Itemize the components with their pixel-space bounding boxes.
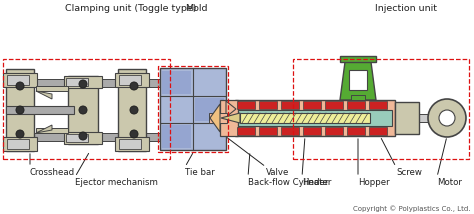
Polygon shape	[340, 62, 376, 100]
Bar	[115, 137, 149, 151]
Bar	[64, 76, 102, 88]
Bar	[240, 113, 370, 123]
Circle shape	[79, 132, 87, 140]
Bar	[351, 95, 365, 100]
Bar	[259, 101, 277, 109]
Bar	[237, 127, 255, 135]
Circle shape	[16, 82, 24, 90]
Bar	[395, 114, 447, 122]
Polygon shape	[36, 125, 52, 133]
Bar	[68, 76, 98, 144]
Bar	[64, 132, 102, 144]
Bar	[6, 69, 34, 151]
Bar	[6, 79, 168, 87]
Text: Back-flow Cylinder: Back-flow Cylinder	[248, 178, 328, 187]
Bar	[158, 66, 228, 152]
Bar	[303, 127, 321, 135]
Bar	[115, 73, 149, 87]
Bar	[325, 101, 343, 109]
Text: Ejector mechanism: Ejector mechanism	[75, 178, 158, 187]
Bar	[195, 98, 224, 121]
Bar	[340, 56, 376, 62]
Bar	[162, 125, 191, 148]
Bar	[349, 70, 367, 90]
Text: Heater: Heater	[302, 178, 331, 187]
Circle shape	[428, 99, 466, 137]
Polygon shape	[221, 113, 240, 123]
Bar	[220, 100, 238, 136]
Polygon shape	[36, 86, 68, 91]
Bar	[238, 110, 392, 126]
Bar	[259, 127, 277, 135]
Text: Motor: Motor	[437, 178, 462, 187]
Bar	[6, 133, 168, 141]
Circle shape	[130, 106, 138, 114]
Bar	[118, 69, 146, 151]
Bar	[66, 78, 88, 86]
Text: Screw: Screw	[396, 168, 422, 177]
Bar	[7, 75, 29, 85]
Text: Valve: Valve	[266, 168, 289, 177]
Polygon shape	[210, 104, 220, 132]
Circle shape	[79, 106, 87, 114]
Bar	[347, 101, 365, 109]
Bar	[160, 68, 226, 150]
Text: Tie bar: Tie bar	[185, 168, 215, 177]
Bar	[209, 113, 227, 123]
Polygon shape	[36, 128, 68, 133]
Bar	[162, 71, 191, 94]
Bar	[3, 137, 37, 151]
Bar	[235, 100, 395, 136]
Circle shape	[16, 106, 24, 114]
Bar	[6, 106, 74, 114]
Text: Injection unit: Injection unit	[375, 4, 437, 13]
Bar	[369, 127, 387, 135]
Bar	[119, 75, 141, 85]
Bar	[3, 73, 37, 87]
Text: Copyright © Polyplastics Co., Ltd.: Copyright © Polyplastics Co., Ltd.	[354, 205, 471, 212]
Text: Mold: Mold	[185, 4, 208, 13]
Text: Clamping unit (Toggle type): Clamping unit (Toggle type)	[65, 4, 197, 13]
Bar	[395, 102, 419, 134]
Bar	[3, 59, 170, 159]
Bar	[325, 127, 343, 135]
Bar	[66, 134, 88, 142]
Circle shape	[439, 110, 455, 126]
Polygon shape	[226, 101, 236, 117]
Circle shape	[79, 80, 87, 88]
Text: Crosshead: Crosshead	[30, 168, 75, 177]
Bar	[369, 101, 387, 109]
Text: Hopper: Hopper	[358, 178, 390, 187]
Bar	[119, 139, 141, 149]
Bar	[7, 139, 29, 149]
Bar	[303, 101, 321, 109]
Bar	[281, 101, 299, 109]
Circle shape	[130, 130, 138, 138]
Polygon shape	[36, 91, 52, 99]
Bar	[281, 127, 299, 135]
Circle shape	[16, 130, 24, 138]
Circle shape	[130, 82, 138, 90]
Bar	[347, 127, 365, 135]
Bar	[293, 59, 469, 159]
Bar	[237, 101, 255, 109]
